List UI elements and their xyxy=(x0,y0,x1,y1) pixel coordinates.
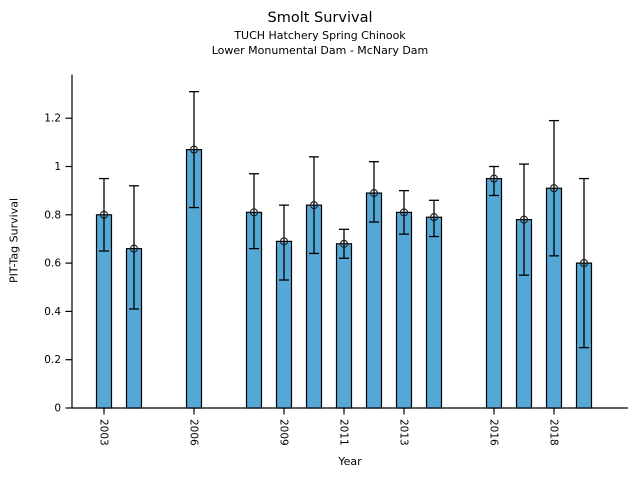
chart-subtitle-line1: TUCH Hatchery Spring Chinook xyxy=(234,29,406,42)
marker-circle-2006 xyxy=(189,145,199,154)
marker-circle-2010 xyxy=(309,201,319,210)
marker-circle-2013 xyxy=(399,208,409,217)
x-tick-label: 2003 xyxy=(98,419,110,446)
x-tick-label: 2011 xyxy=(338,419,350,446)
bar-2013 xyxy=(395,211,413,409)
marker-circle-2017 xyxy=(519,215,529,224)
y-tick-label: 0 xyxy=(54,403,61,415)
x-axis-label: Year xyxy=(338,455,362,468)
marker-circle-2009 xyxy=(279,237,289,246)
chart-title: Smolt Survival xyxy=(267,10,373,26)
marker-circle-2016 xyxy=(489,174,499,183)
y-tick-label: 1.2 xyxy=(44,113,61,125)
x-tick-label: 2013 xyxy=(398,419,410,446)
y-tick-label: 0.6 xyxy=(44,258,61,270)
marker-circle-2003 xyxy=(99,210,109,219)
bar-2011 xyxy=(335,243,353,409)
bar-2016 xyxy=(485,177,503,409)
y-tick-label: 0.4 xyxy=(44,306,61,318)
marker-circle-2008 xyxy=(249,208,259,217)
y-tick-label: 1 xyxy=(54,161,61,173)
x-tick-label: 2016 xyxy=(488,419,500,446)
marker-circle-2012 xyxy=(369,189,379,198)
y-tick-label: 0.2 xyxy=(44,354,61,366)
marker-circle-2018 xyxy=(549,184,559,193)
marker-circle-2011 xyxy=(339,239,349,248)
x-tick-label: 2009 xyxy=(278,419,290,446)
x-tick-label: 2018 xyxy=(548,419,560,446)
chart-subtitle-line2: Lower Monumental Dam - McNary Dam xyxy=(211,44,429,57)
marker-circle-2004 xyxy=(129,244,139,253)
marker-circle-2014 xyxy=(429,213,439,222)
bar-2014 xyxy=(425,216,443,409)
y-tick-label: 0.8 xyxy=(44,209,61,221)
marker-circle-2019 xyxy=(579,259,589,268)
x-tick-label: 2006 xyxy=(188,419,200,446)
bar-2012 xyxy=(365,192,383,409)
y-axis-label: PIT-Tag Survival xyxy=(7,198,21,284)
